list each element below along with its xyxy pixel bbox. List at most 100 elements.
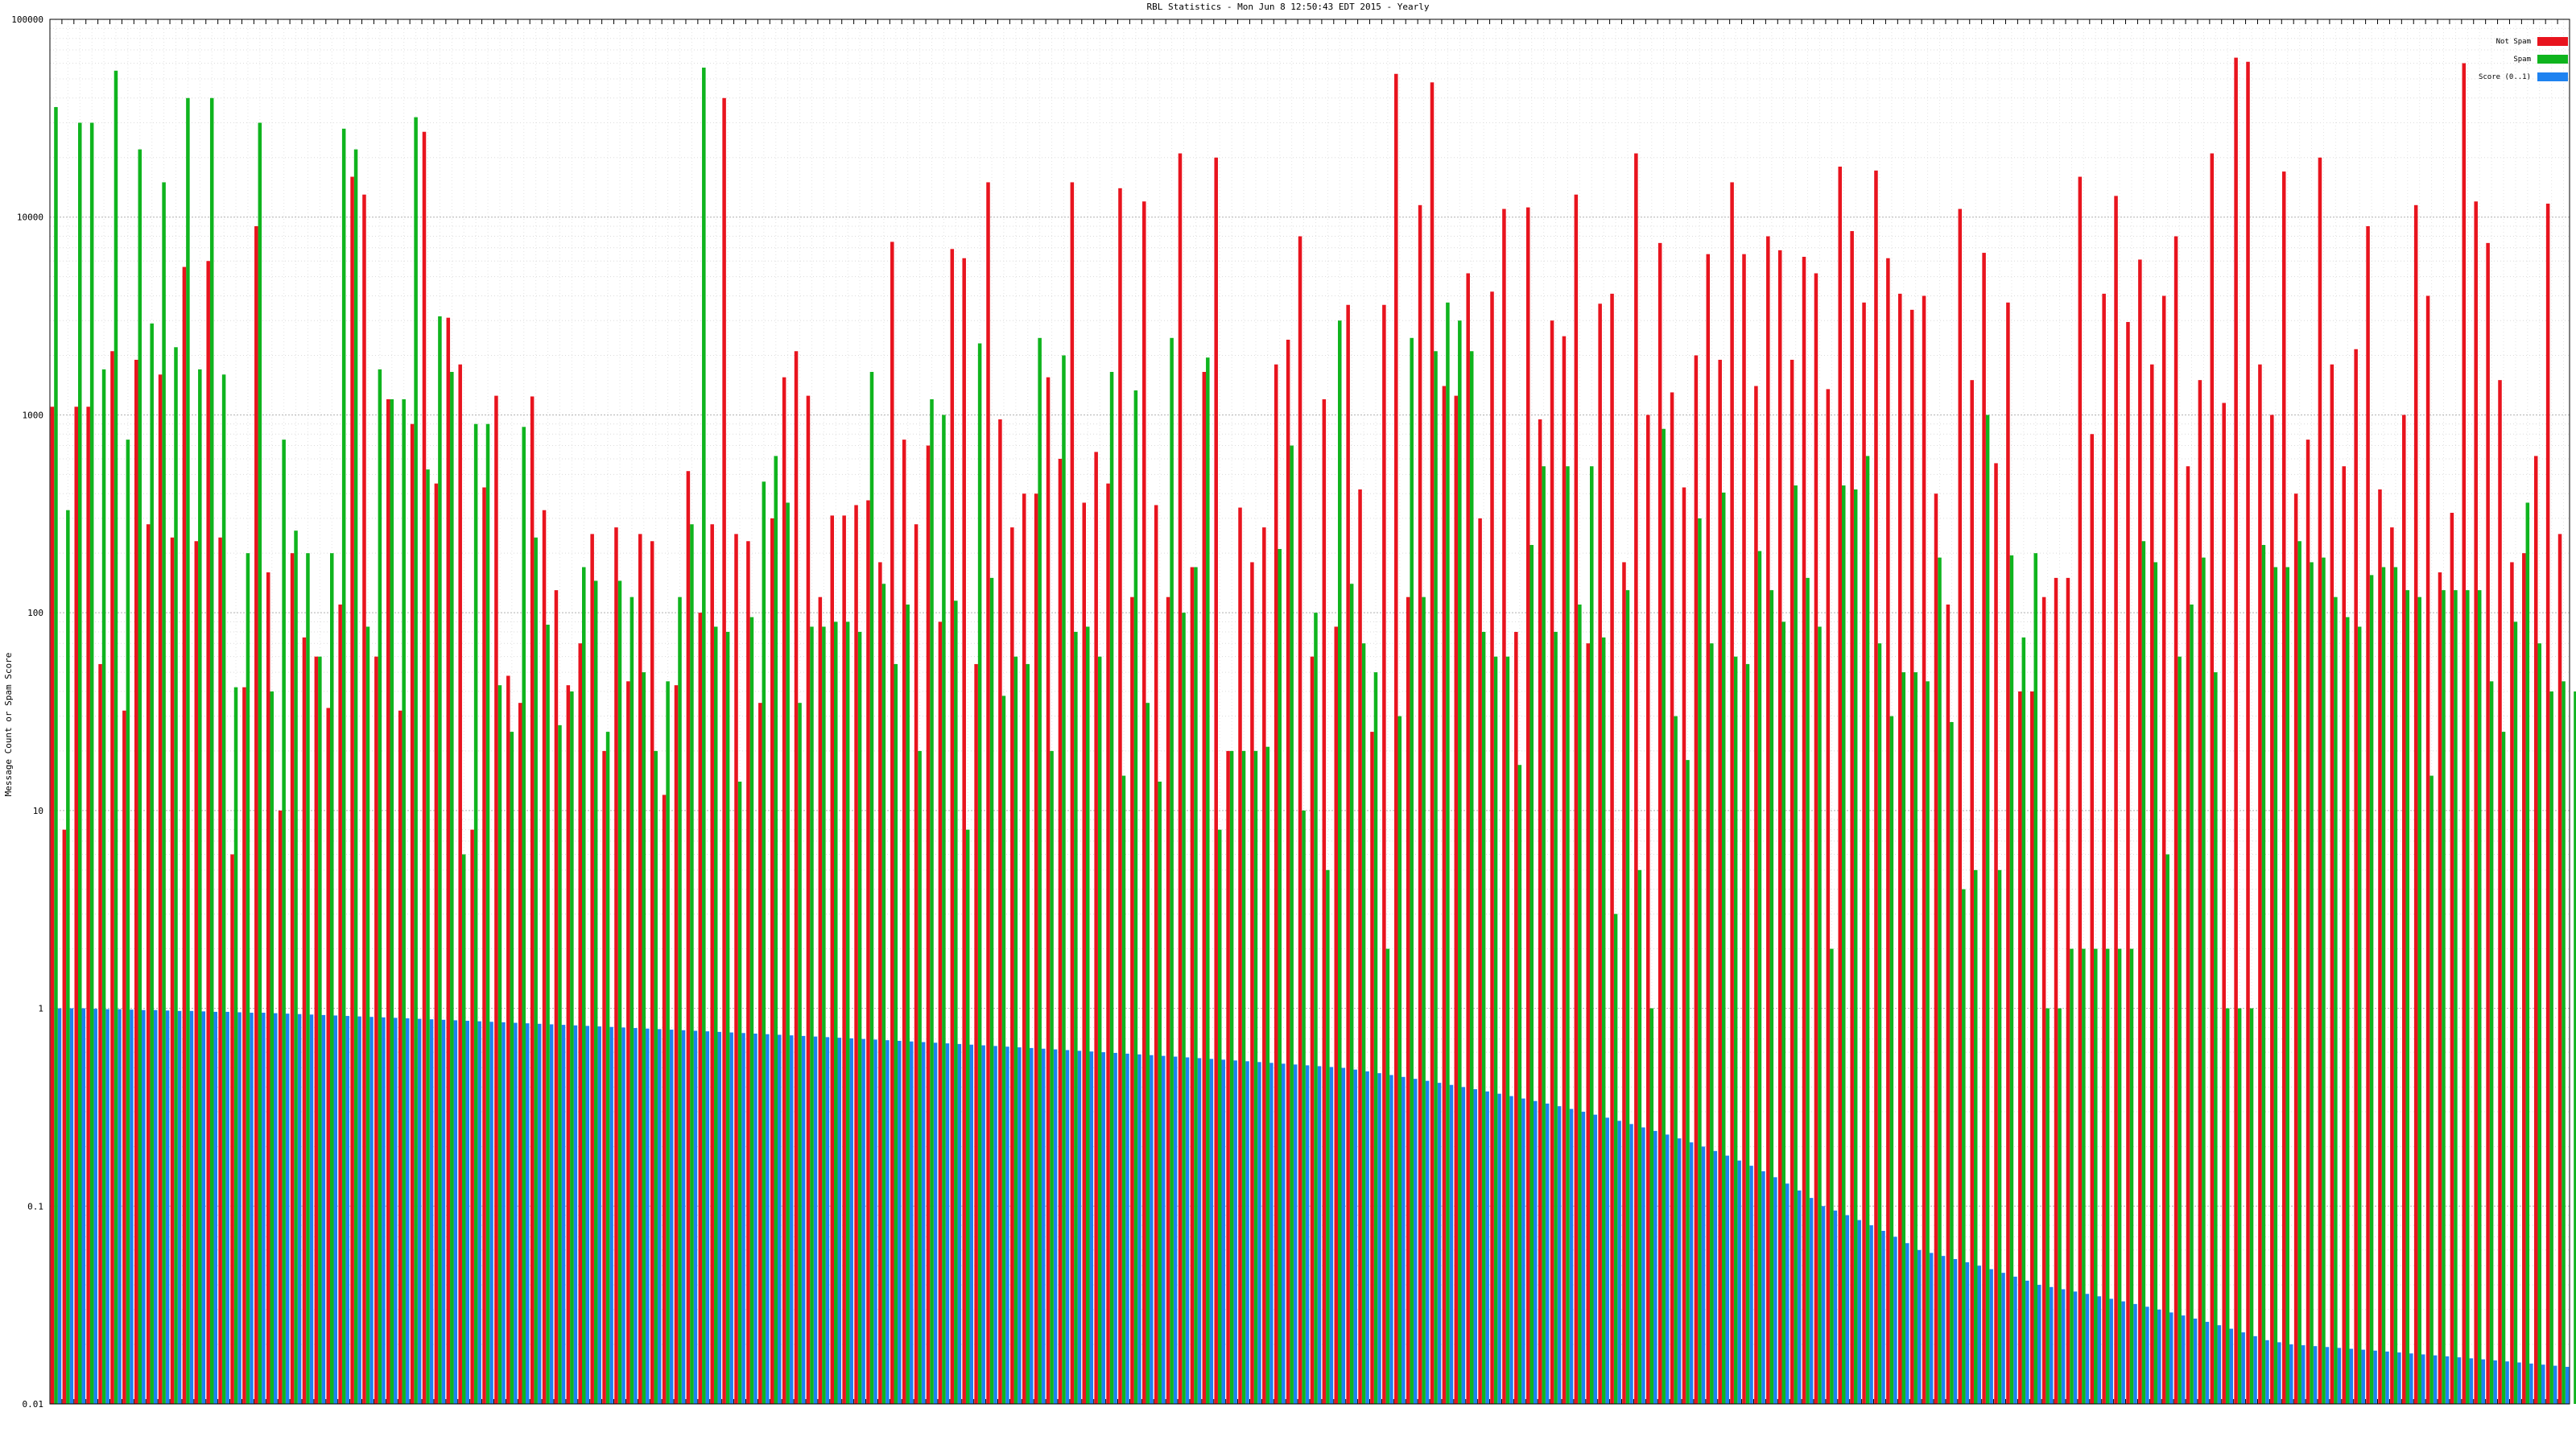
bar-not-spam-206 xyxy=(2522,553,2526,1404)
bar-spam-168 xyxy=(2070,948,2074,1404)
bar-not-spam-83 xyxy=(1046,377,1051,1404)
bar-score-0-1-183 xyxy=(2253,1335,2257,1404)
bar-spam-100 xyxy=(1253,750,1258,1404)
bar-not-spam-152 xyxy=(1874,170,1878,1405)
bar-spam-201 xyxy=(2466,590,2470,1404)
bar-not-spam-40 xyxy=(530,396,535,1405)
bar-spam-118 xyxy=(1469,351,1474,1405)
bar-not-spam-131 xyxy=(1622,562,1626,1405)
bar-score-0-1-115 xyxy=(1437,1083,1442,1404)
bar-not-spam-137 xyxy=(1694,355,1699,1405)
bar-score-0-1-95 xyxy=(1197,1058,1202,1404)
bar-score-0-1-208 xyxy=(2553,1365,2557,1404)
bar-score-0-1-21 xyxy=(309,1014,314,1404)
bar-not-spam-158 xyxy=(1946,604,1951,1404)
bar-not-spam-209 xyxy=(2557,534,2562,1405)
bar-not-spam-118 xyxy=(1466,273,1470,1404)
bar-spam-14 xyxy=(221,374,226,1404)
bar-score-0-1-200 xyxy=(2457,1357,2462,1404)
bar-not-spam-73 xyxy=(926,445,931,1404)
bar-score-0-1-42 xyxy=(561,1025,566,1404)
bar-spam-60 xyxy=(774,456,778,1404)
bar-score-0-1-155 xyxy=(1917,1249,1922,1404)
bar-score-0-1-171 xyxy=(2109,1298,2113,1404)
bar-spam-151 xyxy=(1865,456,1870,1404)
bar-spam-12 xyxy=(198,369,202,1405)
bar-score-0-1-11 xyxy=(189,1010,194,1404)
bar-score-0-1-67 xyxy=(861,1038,865,1404)
bar-spam-28 xyxy=(390,398,394,1404)
bar-spam-23 xyxy=(330,553,334,1404)
y-tick-label: 10 xyxy=(33,806,43,816)
bar-score-0-1-157 xyxy=(1941,1256,1946,1404)
bar-not-spam-21 xyxy=(302,637,307,1404)
bar-not-spam-197 xyxy=(2413,204,2418,1405)
bar-spam-67 xyxy=(857,631,862,1404)
bar-score-0-1-122 xyxy=(1521,1098,1525,1404)
bar-not-spam-30 xyxy=(410,423,415,1404)
bar-score-0-1-172 xyxy=(2121,1301,2125,1404)
bar-score-0-1-164 xyxy=(2025,1280,2029,1404)
bar-score-0-1-144 xyxy=(1785,1183,1790,1404)
bar-score-0-1-199 xyxy=(2445,1356,2450,1404)
bar-spam-89 xyxy=(1121,775,1126,1404)
bar-spam-94 xyxy=(1182,613,1186,1404)
bar-score-0-1-3 xyxy=(93,1009,97,1404)
bar-not-spam-116 xyxy=(1442,386,1447,1404)
bar-spam-137 xyxy=(1698,518,1702,1404)
bar-score-0-1-121 xyxy=(1509,1096,1513,1404)
bar-not-spam-58 xyxy=(746,541,750,1404)
bar-score-0-1-61 xyxy=(789,1035,794,1404)
bar-score-0-1-156 xyxy=(1929,1253,1934,1404)
bar-not-spam-132 xyxy=(1634,153,1638,1404)
bar-spam-142 xyxy=(1757,551,1762,1404)
bar-spam-159 xyxy=(1962,889,1966,1404)
bar-score-0-1-65 xyxy=(837,1038,842,1404)
bar-spam-109 xyxy=(1361,643,1366,1404)
bar-not-spam-125 xyxy=(1550,320,1554,1404)
bar-spam-120 xyxy=(1493,656,1498,1404)
bar-score-0-1-194 xyxy=(2385,1351,2389,1404)
bar-spam-171 xyxy=(2105,948,2110,1404)
bar-spam-24 xyxy=(341,128,346,1404)
bar-marks xyxy=(50,57,2576,1405)
bar-not-spam-150 xyxy=(1850,231,1854,1404)
bar-not-spam-173 xyxy=(2126,321,2130,1405)
bar-spam-27 xyxy=(378,369,382,1405)
bar-not-spam-175 xyxy=(2150,364,2154,1404)
bar-score-0-1-125 xyxy=(1557,1106,1562,1404)
bar-score-0-1-1 xyxy=(69,1008,74,1404)
bar-spam-110 xyxy=(1373,672,1378,1404)
bar-spam-192 xyxy=(2357,626,2362,1404)
bar-not-spam-192 xyxy=(2354,349,2358,1405)
bar-score-0-1-207 xyxy=(2541,1364,2545,1404)
bar-spam-37 xyxy=(497,685,502,1404)
bar-score-0-1-33 xyxy=(453,1020,458,1404)
bar-spam-146 xyxy=(1806,577,1810,1404)
bar-not-spam-50 xyxy=(650,541,654,1404)
bar-score-0-1-196 xyxy=(2409,1353,2413,1404)
bar-spam-92 xyxy=(1158,781,1162,1404)
bar-score-0-1-116 xyxy=(1449,1084,1454,1404)
bar-score-0-1-143 xyxy=(1773,1177,1777,1404)
bar-not-spam-55 xyxy=(710,524,714,1404)
legend-label: Spam xyxy=(2513,56,2531,64)
bar-score-0-1-91 xyxy=(1150,1055,1154,1404)
bar-score-0-1-48 xyxy=(634,1028,638,1404)
bar-spam-124 xyxy=(1542,466,1546,1405)
bar-spam-77 xyxy=(977,343,982,1404)
bar-not-spam-9 xyxy=(158,374,163,1404)
bar-not-spam-31 xyxy=(422,131,427,1404)
bar-spam-30 xyxy=(414,117,418,1405)
bar-score-0-1-44 xyxy=(585,1026,590,1404)
bar-spam-202 xyxy=(2477,590,2482,1404)
bar-not-spam-39 xyxy=(518,703,522,1404)
bar-spam-93 xyxy=(1170,337,1174,1404)
bar-score-0-1-180 xyxy=(2217,1325,2222,1404)
bar-not-spam-23 xyxy=(326,708,331,1404)
y-axis-label: Message Count or Spam Score xyxy=(3,653,14,797)
bar-spam-1 xyxy=(66,510,70,1404)
bar-not-spam-51 xyxy=(662,795,667,1404)
bar-not-spam-68 xyxy=(866,500,870,1404)
bar-not-spam-159 xyxy=(1958,208,1963,1405)
